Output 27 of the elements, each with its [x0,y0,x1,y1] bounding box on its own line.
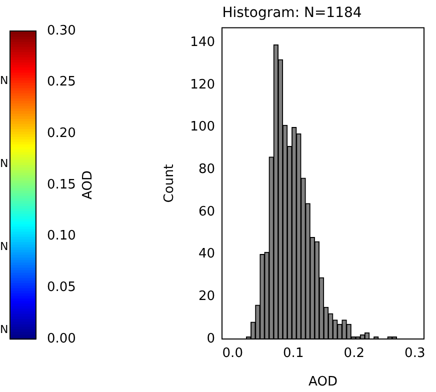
y-tick-label: 120 [190,77,215,92]
y-tick-label: 140 [190,34,215,50]
x-tick-label: 0.0 [222,346,243,362]
text: N [0,240,8,253]
y-tick-label: 20 [198,289,215,304]
y-tick-label: 80 [198,162,215,178]
y-axis-title: Count [162,164,178,203]
y-tick-label: 100 [190,120,215,135]
text: N [0,156,8,170]
color-bar-label: 0.25 [47,74,76,90]
x-tick-label: 0.2 [344,346,364,362]
x-tick-label: 0.1 [283,346,304,362]
chart-title: Histogram: N=1184 [222,5,362,22]
x-axis-title: AOD [308,374,338,390]
color-bar-label: 0.30 [47,23,76,38]
color-bar-label: 0.20 [47,126,76,142]
color-bar-label: 0.15 [47,177,76,192]
color-bar-label: 0.10 [47,228,76,244]
x-tick-label: 0.3 [404,346,426,362]
y-tick-label: 60 [198,204,215,220]
color-bar-label: 0.05 [47,280,76,296]
color-bar-label: 0.00 [47,331,76,346]
text: N [0,322,8,336]
color-bar-title: AOD [80,170,96,200]
text: N [0,74,8,87]
y-tick-label: 40 [198,246,215,262]
y-tick-label: 0 [206,331,215,346]
